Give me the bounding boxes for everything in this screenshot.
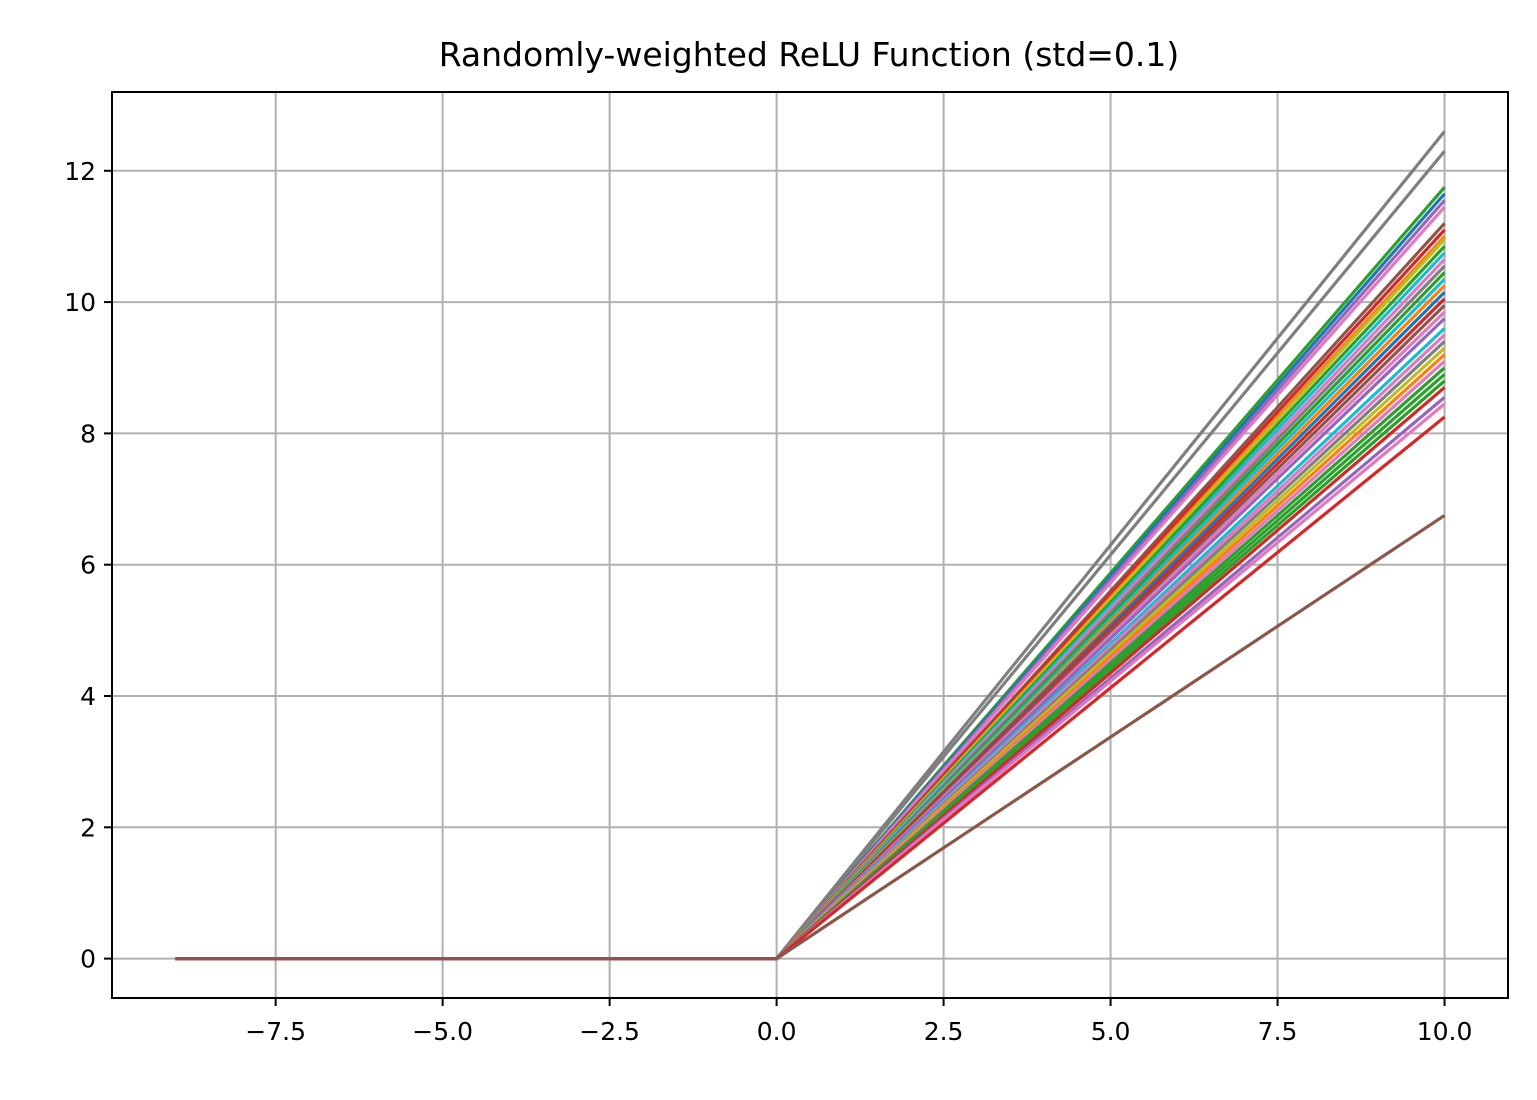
series-line-6: [175, 205, 1446, 961]
series-line-14: [175, 264, 1446, 961]
series-lines: [175, 130, 1446, 961]
series-line-11: [175, 245, 1446, 961]
x-tick-label: 7.5: [1258, 1017, 1298, 1046]
series-line-9: [175, 235, 1446, 961]
x-tick-label: −2.5: [579, 1017, 640, 1046]
y-tick-label: 10: [64, 288, 96, 317]
y-tick-label: 12: [64, 157, 96, 186]
x-axis: −7.5 −5.0 −2.5 0.0 2.5 5.0 7.5 10.0: [245, 998, 1472, 1046]
series-line-36: [175, 514, 1446, 961]
series-line-7: [175, 222, 1446, 961]
series-line-19: [175, 297, 1446, 961]
series-line-15: [175, 271, 1446, 961]
series-line-2: [175, 150, 1446, 961]
x-tick-label: −7.5: [245, 1017, 306, 1046]
series-line-18: [175, 291, 1446, 961]
series-line-5: [175, 199, 1446, 961]
series-line-10: [175, 238, 1446, 961]
y-tick-label: 6: [80, 551, 96, 580]
x-tick-label: 5.0: [1091, 1017, 1131, 1046]
y-tick-label: 8: [80, 419, 96, 448]
x-tick-label: 0.0: [757, 1017, 797, 1046]
y-axis: 0 2 4 6 8 10 12: [64, 157, 112, 974]
x-tick-label: −5.0: [412, 1017, 473, 1046]
series-line-12: [175, 251, 1446, 961]
series-line-13: [175, 258, 1446, 961]
series-line-8: [175, 228, 1446, 961]
grid: [112, 92, 1508, 998]
series-line-20: [175, 304, 1446, 961]
y-tick-label: 4: [80, 682, 96, 711]
series-line-4: [175, 192, 1446, 961]
series-line-17: [175, 284, 1446, 961]
y-tick-label: 2: [80, 813, 96, 842]
x-tick-label: 2.5: [924, 1017, 964, 1046]
chart-title: Randomly-weighted ReLU Function (std=0.1…: [439, 35, 1180, 74]
plot-frame: [111, 91, 1509, 999]
y-tick-label: 0: [80, 945, 96, 974]
series-line-24: [175, 333, 1446, 961]
x-tick-label: 10.0: [1417, 1017, 1473, 1046]
